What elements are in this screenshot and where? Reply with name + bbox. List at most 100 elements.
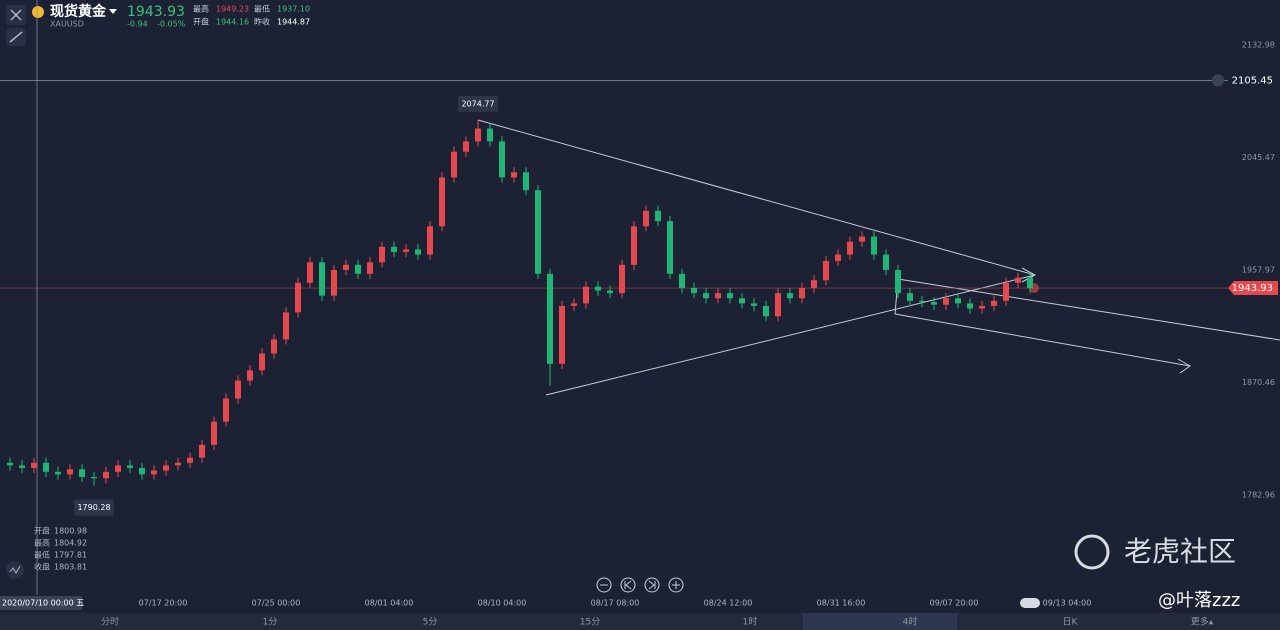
zoom-in[interactable] bbox=[668, 577, 684, 593]
annotation-label: 1790.28 bbox=[77, 503, 110, 512]
info-label: 收盘 bbox=[34, 562, 50, 572]
crosshair-date: 2020/07/10 00:00 五 bbox=[2, 599, 84, 608]
candle-body bbox=[1003, 282, 1009, 301]
candle-body bbox=[427, 226, 433, 255]
instrument-name: 现货黄金 bbox=[50, 3, 107, 20]
candle-body bbox=[319, 262, 325, 296]
info-value: 1804.92 bbox=[54, 539, 87, 548]
candle-body bbox=[943, 298, 949, 305]
info-label: 开盘 bbox=[34, 526, 50, 536]
tab[interactable]: 1分 bbox=[263, 617, 278, 628]
candle-body bbox=[667, 221, 673, 274]
y-tick-label: 1782.96 bbox=[1242, 491, 1275, 500]
candle-body bbox=[547, 273, 553, 364]
candle-body bbox=[571, 303, 577, 306]
x-tick-label: 08/31 16:00 bbox=[817, 599, 866, 608]
candle-body bbox=[823, 260, 829, 281]
candle-body bbox=[631, 226, 637, 265]
candle-body bbox=[283, 312, 289, 340]
candle-body bbox=[523, 172, 529, 191]
candle-body bbox=[703, 293, 709, 299]
y-tick-label: 1957.97 bbox=[1242, 265, 1275, 274]
zoom-out[interactable] bbox=[596, 577, 612, 593]
candle-body bbox=[691, 287, 697, 294]
annotation-box bbox=[74, 499, 114, 516]
stat-label: 昨收 bbox=[254, 17, 270, 27]
dropdown-icon[interactable] bbox=[109, 9, 117, 14]
candle-body bbox=[67, 469, 73, 475]
candle-body bbox=[811, 280, 817, 288]
candle-body bbox=[235, 380, 241, 399]
candle-body bbox=[871, 236, 877, 255]
candle-body bbox=[295, 282, 301, 313]
tab[interactable]: 4时 bbox=[903, 616, 918, 628]
step-back[interactable] bbox=[620, 577, 636, 593]
candle-body bbox=[247, 370, 253, 381]
candle-body bbox=[79, 469, 85, 477]
drawings bbox=[477, 119, 1280, 396]
candle-body bbox=[955, 298, 961, 304]
candle-body bbox=[967, 303, 973, 309]
alert-icon[interactable] bbox=[1212, 74, 1224, 87]
tab[interactable]: 5分 bbox=[423, 617, 438, 628]
watermark-logo bbox=[1074, 534, 1110, 570]
candle-body bbox=[715, 293, 721, 299]
candle-body bbox=[19, 465, 25, 468]
candle-body bbox=[127, 465, 133, 468]
change-pct: -0.05% bbox=[157, 20, 186, 29]
x-tick-label: 08/01 04:00 bbox=[365, 599, 414, 608]
channel-line bbox=[894, 313, 1191, 367]
candle-body bbox=[163, 465, 169, 471]
step-forward[interactable] bbox=[644, 577, 660, 593]
scroll-pill[interactable] bbox=[1020, 598, 1040, 608]
candle-body bbox=[919, 300, 925, 303]
candle-body bbox=[847, 241, 853, 255]
candle-body bbox=[727, 293, 733, 299]
tab[interactable]: 15分 bbox=[580, 617, 600, 628]
last-price-tag bbox=[1228, 281, 1278, 296]
candle-body bbox=[151, 470, 157, 475]
candle-body bbox=[199, 444, 205, 458]
candle-body bbox=[31, 462, 37, 468]
candle-body bbox=[487, 128, 493, 142]
author: @叶落zzz bbox=[1158, 590, 1240, 611]
candle-body bbox=[439, 177, 445, 227]
info-label: 最高 bbox=[34, 538, 50, 548]
candle-body bbox=[787, 293, 793, 299]
indicator-button[interactable] bbox=[6, 561, 24, 579]
zoom-controls bbox=[596, 577, 684, 593]
candle-body bbox=[619, 264, 625, 294]
candle-body bbox=[367, 262, 373, 274]
stat-value: 1944.16 bbox=[216, 18, 249, 27]
candle-body bbox=[583, 286, 589, 304]
tab[interactable]: 日K bbox=[1063, 617, 1079, 628]
candle-body bbox=[895, 269, 901, 294]
active-tab[interactable] bbox=[803, 613, 957, 630]
arrow-head bbox=[1177, 358, 1191, 374]
tab[interactable]: 分时 bbox=[101, 616, 119, 628]
watermark: 老虎社区 bbox=[1124, 535, 1236, 568]
candle-body bbox=[415, 249, 421, 255]
candle-body bbox=[43, 462, 49, 472]
x-tick-label: 08/24 12:00 bbox=[704, 599, 753, 608]
candle-body bbox=[775, 293, 781, 317]
change: -0.94 bbox=[127, 20, 148, 29]
arrow-head bbox=[1021, 267, 1037, 283]
x-tick-label: 07/25 00:00 bbox=[252, 599, 301, 608]
candle-body bbox=[7, 462, 13, 466]
stat-label: 最低 bbox=[254, 4, 270, 14]
tab[interactable]: 1时 bbox=[743, 616, 758, 628]
draw-icon bbox=[9, 31, 23, 43]
y-tick-label: 1870.46 bbox=[1242, 378, 1275, 387]
candle-body bbox=[655, 210, 661, 222]
candle-body bbox=[391, 246, 397, 252]
indicator-icon bbox=[9, 565, 21, 574]
candle-body bbox=[115, 465, 121, 472]
stat-label: 开盘 bbox=[193, 17, 209, 27]
candle-body bbox=[211, 421, 217, 445]
candle-body bbox=[451, 151, 457, 178]
date-box bbox=[0, 596, 82, 610]
info-value: 1797.81 bbox=[54, 551, 87, 560]
tab[interactable]: 更多▴ bbox=[1191, 616, 1214, 628]
close-icon bbox=[10, 9, 22, 21]
